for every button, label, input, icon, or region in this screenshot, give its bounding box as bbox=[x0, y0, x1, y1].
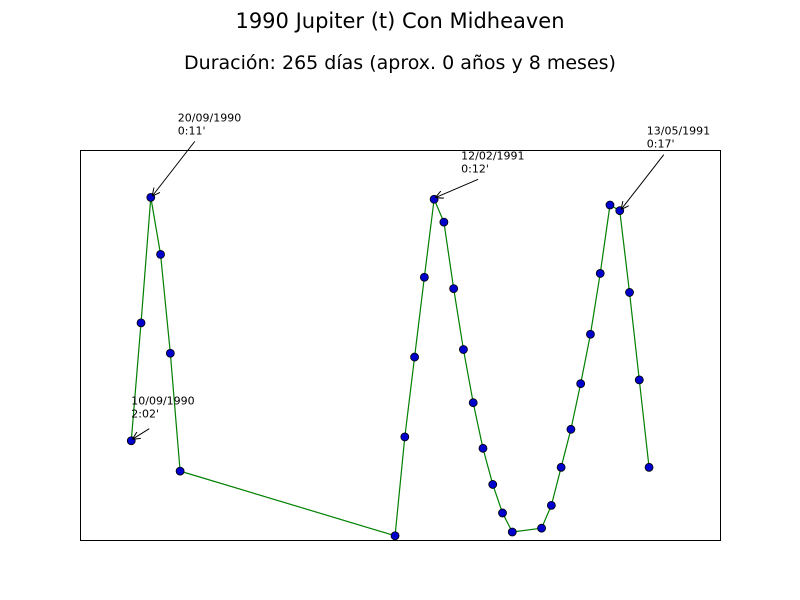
data-point bbox=[566, 424, 576, 434]
data-point bbox=[136, 318, 146, 328]
data-point bbox=[586, 329, 595, 339]
series-line-segment bbox=[638, 379, 650, 468]
annotation-arrow bbox=[133, 428, 150, 439]
data-point bbox=[400, 432, 410, 442]
data-point bbox=[156, 250, 165, 259]
series-line-segment bbox=[404, 356, 416, 437]
data-point bbox=[165, 348, 175, 358]
data-point bbox=[595, 269, 605, 278]
data-point bbox=[625, 288, 634, 297]
series-line-segment bbox=[628, 292, 640, 380]
chart-subtitle: Duración: 265 días (aprox. 0 años y 8 me… bbox=[184, 52, 616, 74]
series-line-segment bbox=[179, 470, 396, 537]
chart-title: 1990 Jupiter (t) Con Midheaven bbox=[235, 9, 564, 33]
data-point bbox=[605, 200, 615, 210]
data-point bbox=[498, 508, 507, 518]
series-line-segment bbox=[453, 288, 465, 350]
data-point bbox=[634, 375, 644, 385]
series-line-segment bbox=[482, 448, 494, 485]
data-point bbox=[175, 466, 185, 476]
annotation-duration: 0:11' bbox=[178, 124, 206, 137]
series-line-segment bbox=[599, 204, 611, 274]
data-point bbox=[468, 398, 478, 408]
data-point bbox=[576, 379, 586, 389]
series-line-segment bbox=[619, 210, 631, 293]
data-point bbox=[459, 345, 468, 354]
series-line-segment bbox=[492, 484, 504, 514]
annotation-duration: 0:12' bbox=[461, 162, 489, 175]
series-line-segment bbox=[159, 254, 171, 354]
data-point bbox=[419, 272, 429, 282]
series-line-segment bbox=[560, 429, 572, 468]
annotation-date: 10/09/1990 bbox=[131, 395, 194, 408]
data-point bbox=[478, 443, 488, 453]
series-line-segment bbox=[130, 322, 142, 441]
data-point bbox=[546, 500, 556, 510]
annotation-date: 13/05/1991 bbox=[647, 125, 710, 138]
data-point bbox=[644, 462, 654, 472]
annotation-date: 12/02/1991 bbox=[461, 149, 524, 162]
data-point bbox=[390, 531, 400, 541]
series-line-segment bbox=[150, 197, 162, 255]
data-point bbox=[410, 352, 419, 362]
series-line-segment bbox=[589, 273, 601, 335]
annotation-date: 20/09/1990 bbox=[178, 111, 241, 124]
annotation-duration: 2:02' bbox=[131, 408, 159, 421]
data-point bbox=[556, 462, 566, 472]
annotation-arrow bbox=[153, 141, 196, 195]
series-line-segment bbox=[472, 402, 484, 449]
data-point bbox=[439, 217, 449, 227]
series-line-segment bbox=[512, 527, 542, 533]
data-point bbox=[537, 523, 546, 533]
series-line-segment bbox=[462, 349, 474, 403]
series-line-segment bbox=[423, 199, 435, 278]
annotation-arrow bbox=[436, 178, 479, 197]
series-line-segment bbox=[140, 197, 152, 323]
series-line-segment bbox=[169, 353, 181, 472]
series-line-segment bbox=[550, 467, 562, 506]
annotation-duration: 0:17' bbox=[647, 138, 675, 151]
series-line-segment bbox=[580, 334, 592, 384]
data-point bbox=[488, 480, 498, 489]
series-layer bbox=[126, 192, 654, 541]
data-point bbox=[449, 284, 459, 294]
series-line-segment bbox=[443, 222, 455, 289]
series-line-segment bbox=[413, 277, 425, 358]
plot-area bbox=[80, 150, 721, 541]
annotation-arrow bbox=[622, 154, 665, 209]
series-line-segment bbox=[394, 436, 406, 536]
data-point bbox=[507, 527, 517, 537]
series-line-segment bbox=[570, 383, 582, 430]
